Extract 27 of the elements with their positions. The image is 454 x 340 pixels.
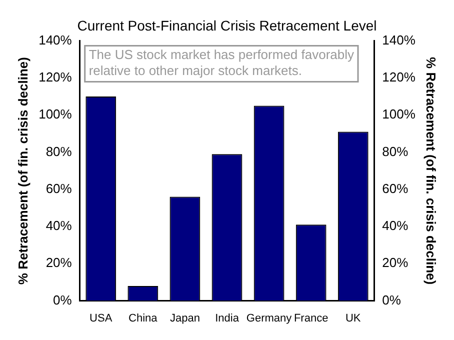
y-tick-label: 80% xyxy=(46,144,72,159)
y2-axis-title: % Retracement (of fin. crisis decline) xyxy=(424,57,439,285)
y2-tick-label: 140% xyxy=(382,32,416,48)
x-tick-label: UK xyxy=(345,312,362,324)
y2-tick-label: 20% xyxy=(382,255,409,270)
y2-tick-label: 40% xyxy=(382,218,409,234)
y-tick-label: 0% xyxy=(53,292,72,308)
chart-title: Current Post-Financial Crisis Retracement Level xyxy=(77,17,377,34)
y2-tick-label: 100% xyxy=(382,106,416,122)
y-tick-label: 60% xyxy=(46,180,72,196)
x-tick-label: India xyxy=(215,312,240,324)
y2-tick-label: 0% xyxy=(382,292,402,308)
y2-tick-label: 80% xyxy=(382,144,409,159)
y-tick-label: 140% xyxy=(38,32,72,48)
y-tick-label: 120% xyxy=(38,70,72,85)
y2-tick-label: 120% xyxy=(382,70,416,85)
x-tick-label: Germany xyxy=(246,312,292,324)
x-tick-label: USA xyxy=(90,312,113,324)
x-tick-label: Japan xyxy=(170,312,200,324)
y-tick-label: 100% xyxy=(38,106,72,122)
y-tick-label: 40% xyxy=(46,218,72,234)
x-tick-label: China xyxy=(128,312,158,324)
y-tick-label: 20% xyxy=(46,255,72,270)
y-axis-title: % Retracement (of fin. crisis decline) xyxy=(15,57,30,285)
y2-tick-label: 60% xyxy=(382,180,409,196)
x-tick-label: France xyxy=(294,312,328,324)
annotation: The US stock market has performed favorably relative to other major stock markets. xyxy=(88,46,355,78)
